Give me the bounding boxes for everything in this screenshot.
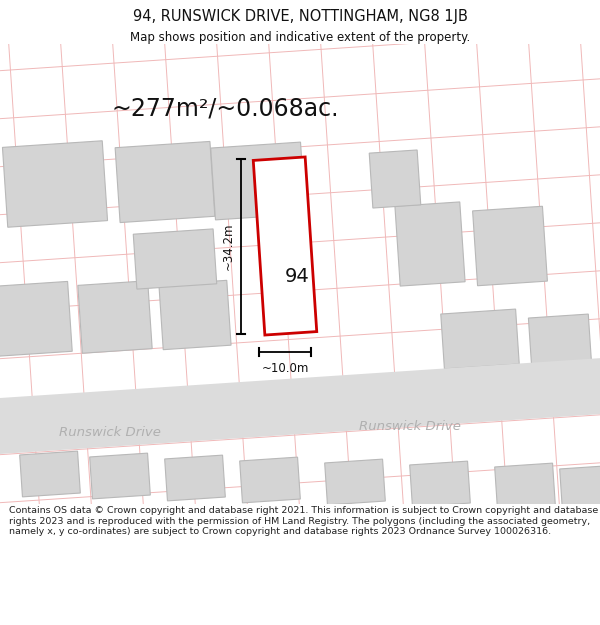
Text: 94: 94 bbox=[284, 266, 310, 286]
Bar bbox=[325, 459, 385, 505]
Text: Map shows position and indicative extent of the property.: Map shows position and indicative extent… bbox=[130, 31, 470, 44]
Bar bbox=[2, 141, 107, 228]
Text: Contains OS data © Crown copyright and database right 2021. This information is : Contains OS data © Crown copyright and d… bbox=[9, 506, 598, 536]
Bar bbox=[0, 281, 72, 357]
Bar bbox=[410, 461, 470, 507]
Bar bbox=[159, 281, 231, 349]
Text: 94, RUNSWICK DRIVE, NOTTINGHAM, NG8 1JB: 94, RUNSWICK DRIVE, NOTTINGHAM, NG8 1JB bbox=[133, 9, 467, 24]
Text: Runswick Drive: Runswick Drive bbox=[359, 419, 461, 432]
Bar bbox=[529, 314, 592, 368]
Text: Runswick Drive: Runswick Drive bbox=[59, 426, 161, 439]
Bar bbox=[133, 229, 217, 289]
Bar bbox=[239, 457, 301, 503]
Bar bbox=[369, 150, 421, 208]
Polygon shape bbox=[0, 355, 600, 458]
Bar bbox=[494, 463, 556, 509]
Text: ~10.0m: ~10.0m bbox=[262, 361, 308, 374]
Bar bbox=[20, 451, 80, 497]
Text: ~34.2m: ~34.2m bbox=[221, 222, 235, 270]
Bar bbox=[395, 202, 465, 286]
Bar bbox=[441, 309, 519, 369]
Text: ~277m²/~0.068ac.: ~277m²/~0.068ac. bbox=[111, 97, 339, 121]
Bar bbox=[78, 281, 152, 353]
Bar bbox=[115, 141, 215, 222]
Bar bbox=[473, 206, 547, 286]
Bar bbox=[164, 455, 226, 501]
Bar bbox=[211, 142, 305, 220]
Bar bbox=[560, 465, 600, 511]
Bar bbox=[89, 453, 151, 499]
Bar bbox=[253, 157, 317, 335]
